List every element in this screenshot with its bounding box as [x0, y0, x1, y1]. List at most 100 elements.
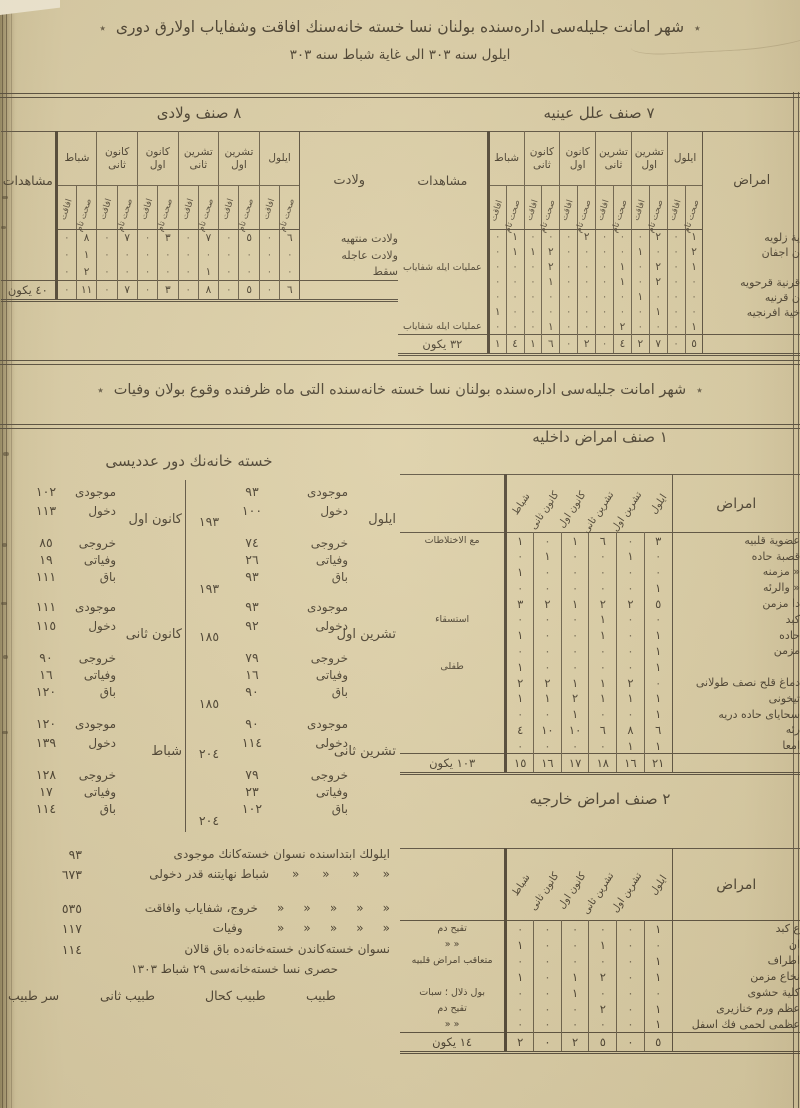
value-cell: ١: [505, 627, 534, 644]
table-row: ع كبد ١ ٠ ٠ ٠ ٠ ٠ تقيح دم: [399, 920, 800, 937]
value-cell: ٠: [258, 263, 280, 281]
observation-cell: بول ذلال ؛ سبات: [399, 984, 508, 1001]
census-line-value: ١٦: [39, 667, 53, 682]
census-line: وفياتى ٢٣: [230, 783, 348, 800]
value-cell: ٦: [588, 532, 617, 549]
value-cell: ٢: [684, 244, 703, 260]
value-cell: ٠: [533, 564, 562, 580]
summary-line-text: « « « « شباط نهايتنه قدر دخولى: [149, 867, 390, 881]
diseases-column-header: امراض: [671, 474, 800, 533]
summary-line-value: ١١٧: [61, 921, 82, 936]
observation-cell: [399, 548, 508, 565]
value-cell: ٠: [595, 259, 614, 275]
value-cell: ١: [588, 690, 617, 707]
value-cell: ٠: [487, 259, 507, 275]
summary-line-value: ٥٣٥: [61, 901, 82, 916]
month-header-label: كانون ثانى: [527, 489, 562, 532]
total-value-cell: ٥: [238, 280, 260, 301]
scan-artifact: [2, 543, 7, 547]
signature-title: طبيب: [306, 988, 336, 1003]
value-cell: ٠: [588, 658, 617, 675]
value-cell: ١: [560, 706, 589, 723]
total-value-cell: ٠: [136, 280, 158, 301]
value-cell: ٠: [595, 304, 614, 320]
subcolumn-header-label: افاقت: [98, 196, 115, 221]
census-month-group: كانون ثانى موجودى ١١١ دخول ١١٥ خروجى ٩٠ وفياتى ١…: [10, 598, 182, 716]
value-cell: ٠: [630, 259, 650, 275]
value-cell: ٠: [505, 289, 524, 305]
census-subtotal: ١٨٥: [198, 629, 220, 644]
subcolumn-header: افاقت: [559, 185, 578, 230]
subcolumn-header: صحت تام: [574, 185, 596, 233]
value-cell: ٠: [560, 1000, 589, 1017]
subcolumn-header: افاقت: [666, 185, 686, 230]
summary-line-text: « « « « « وفيات: [212, 921, 390, 935]
table-row: تيخونى ١ ١ ١ ٢ ١ ١: [399, 690, 800, 707]
census-line-value: ١٩: [39, 552, 53, 567]
subcolumn-header-label: افاقت: [220, 196, 237, 221]
census-line-label: باق: [99, 569, 116, 584]
value-cell: ٠: [588, 737, 617, 754]
summary-line-text: « « « « « خروج، شفاياب وافاقت: [144, 901, 390, 915]
census-line-label: دخول: [88, 503, 116, 518]
observation-cell: [399, 595, 508, 612]
census-line-value: ١١٥: [35, 618, 57, 633]
value-cell: ٢: [75, 263, 97, 281]
observation-cell: [398, 274, 490, 290]
value-cell: ٦: [279, 229, 300, 247]
value-cell: ١: [643, 968, 672, 985]
month-header: كانون اول: [136, 131, 179, 186]
value-cell: ٣: [643, 532, 672, 549]
lt2-table: امراض ايلول تشرين اول تشرين ثانى كانون اول كا…: [399, 848, 800, 1054]
table-row: ١ ٠ ٢ ٠ ١ ٠ ٠ ٠ ٢ ٠ ٠ ٠ عمليات ايله شفاياب: [398, 259, 800, 275]
value-cell: ٠: [560, 643, 589, 659]
month-header: كانون ثانى: [528, 849, 562, 921]
value-cell: ٠: [588, 564, 617, 580]
census-line-label: وفياتى: [315, 667, 348, 682]
month-header-label: شباط: [510, 491, 533, 518]
value-cell: ٠: [541, 229, 560, 245]
observation-cell: [399, 722, 508, 738]
census-line-value: ١٢٠: [35, 716, 57, 731]
value-cell: ١: [197, 263, 219, 281]
census-line-value: ٧٤: [245, 535, 259, 550]
value-cell: ٠: [505, 1000, 534, 1017]
census-subtotal: ١٨٥: [198, 696, 220, 711]
value-cell: ٢: [560, 690, 589, 707]
table-row: دا مزمن ٥ ٢ ٢ ١ ٢ ٣: [399, 595, 800, 612]
value-cell: ٠: [116, 246, 138, 264]
total-row: ٥ ٠ ٥ ٢ ٠ ٢ ١٤ يكون: [399, 1032, 800, 1053]
value-cell: ٠: [533, 936, 562, 953]
ut7-table: امراض ايلول تشرين اول تشرين ثانى كانون اول كا…: [398, 131, 800, 356]
value-cell: ٨: [616, 722, 645, 738]
observation-cell: متعاقب امراض قلبيه: [399, 952, 508, 969]
ornament-left: ٭: [99, 21, 106, 35]
subcolumn-header: صحت تام: [538, 185, 560, 233]
subcolumn-header-label: صحت تام: [74, 196, 95, 233]
diseases-column-header: امراض: [702, 131, 800, 230]
observation-cell: [399, 706, 508, 723]
census-line-label: باق: [331, 569, 348, 584]
census-line-label: خروجى: [310, 535, 348, 550]
summary-line-value: ٩٣: [68, 847, 82, 862]
value-cell: ٠: [643, 936, 672, 953]
census-line-value: ١٠٠: [241, 503, 263, 518]
census-line-value: ١٢٠: [35, 684, 57, 699]
census-line: موجودى ١٠٢: [24, 483, 116, 500]
value-cell: ١٠: [533, 722, 562, 738]
value-cell: ١: [643, 920, 672, 937]
value-cell: ١: [643, 579, 672, 596]
disease-label: ان: [671, 936, 800, 953]
total-value-cell: ١٦: [616, 753, 645, 774]
subcolumn-header: صحت تام: [645, 185, 668, 233]
census-line-label: باق: [331, 684, 348, 699]
value-cell: ٠: [666, 259, 686, 275]
total-value-cell: ٤: [612, 334, 632, 355]
value-cell: ٠: [559, 289, 578, 305]
value-cell: ٠: [560, 936, 589, 953]
table-row: كلية حشوى ٠ ٠ ٠ ١ ٠ ٠ بول ذلال ؛ سبات: [399, 984, 800, 1001]
value-cell: ٠: [505, 304, 524, 320]
subcolumn-header-label: صحت تام: [155, 196, 176, 233]
value-cell: ١: [560, 595, 589, 612]
